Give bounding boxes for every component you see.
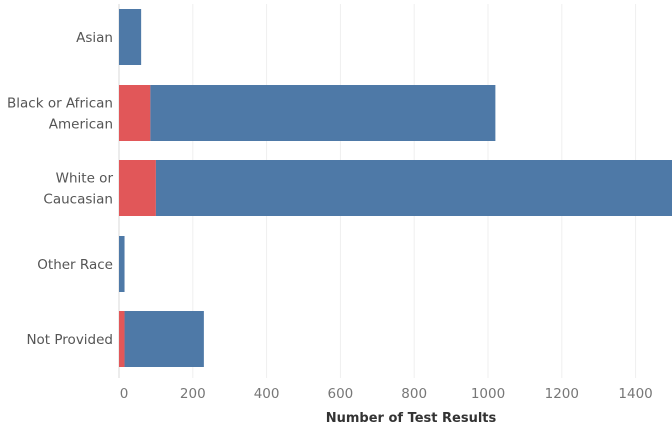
category-label: Black or African American <box>7 96 113 133</box>
category-label: Other Race <box>37 257 113 273</box>
bar-segment <box>119 85 151 141</box>
x-axis-title: Number of Test Results <box>326 411 497 426</box>
bar-segment <box>124 311 204 367</box>
bar-segment <box>155 160 672 216</box>
x-tick-label: 600 <box>328 386 354 402</box>
x-tick-label: 400 <box>254 386 280 402</box>
x-tick-label: 1000 <box>471 386 505 402</box>
x-tick-label: 200 <box>180 386 206 402</box>
bar-segment <box>150 85 496 141</box>
bar-segment <box>119 9 142 65</box>
x-tick-label: 800 <box>401 386 427 402</box>
bars <box>119 9 672 367</box>
bar-segment <box>119 236 125 292</box>
category-label: Not Provided <box>26 332 113 348</box>
x-tick-label: 1200 <box>545 386 579 402</box>
category-label: Asian <box>76 30 113 46</box>
category-label: White or Caucasian <box>43 171 113 208</box>
x-tick-label: 0 <box>120 386 129 402</box>
category-labels: Asian Black or African American White or Cau… <box>7 30 113 348</box>
bar-segment <box>119 311 125 367</box>
x-tick-label: 1400 <box>618 386 652 402</box>
x-tick-labels: 0 200 400 600 800 1000 1200 1400 <box>120 386 653 402</box>
bar-segment <box>119 160 156 216</box>
